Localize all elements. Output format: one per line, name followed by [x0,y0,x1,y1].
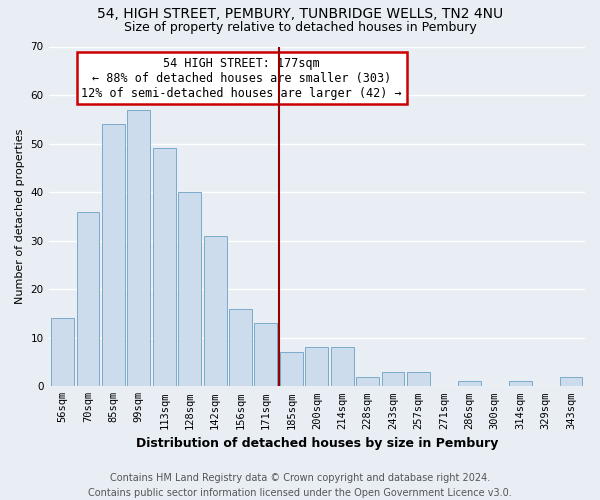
Bar [127,110,150,386]
Bar [458,382,481,386]
Bar [51,318,74,386]
Bar [280,352,303,386]
Bar [305,348,328,387]
Bar [382,372,404,386]
Y-axis label: Number of detached properties: Number of detached properties [15,128,25,304]
Bar [509,382,532,386]
Bar [229,308,252,386]
Bar [178,192,201,386]
X-axis label: Distribution of detached houses by size in Pembury: Distribution of detached houses by size … [136,437,498,450]
Bar [153,148,176,386]
Bar [331,348,353,387]
Text: Size of property relative to detached houses in Pembury: Size of property relative to detached ho… [124,21,476,34]
Bar [102,124,125,386]
Bar [203,236,227,386]
Text: Contains HM Land Registry data © Crown copyright and database right 2024.
Contai: Contains HM Land Registry data © Crown c… [88,472,512,498]
Bar [356,376,379,386]
Text: 54, HIGH STREET, PEMBURY, TUNBRIDGE WELLS, TN2 4NU: 54, HIGH STREET, PEMBURY, TUNBRIDGE WELL… [97,8,503,22]
Bar [560,376,583,386]
Text: 54 HIGH STREET: 177sqm
← 88% of detached houses are smaller (303)
12% of semi-de: 54 HIGH STREET: 177sqm ← 88% of detached… [82,56,402,100]
Bar [77,212,100,386]
Bar [254,323,277,386]
Bar [407,372,430,386]
